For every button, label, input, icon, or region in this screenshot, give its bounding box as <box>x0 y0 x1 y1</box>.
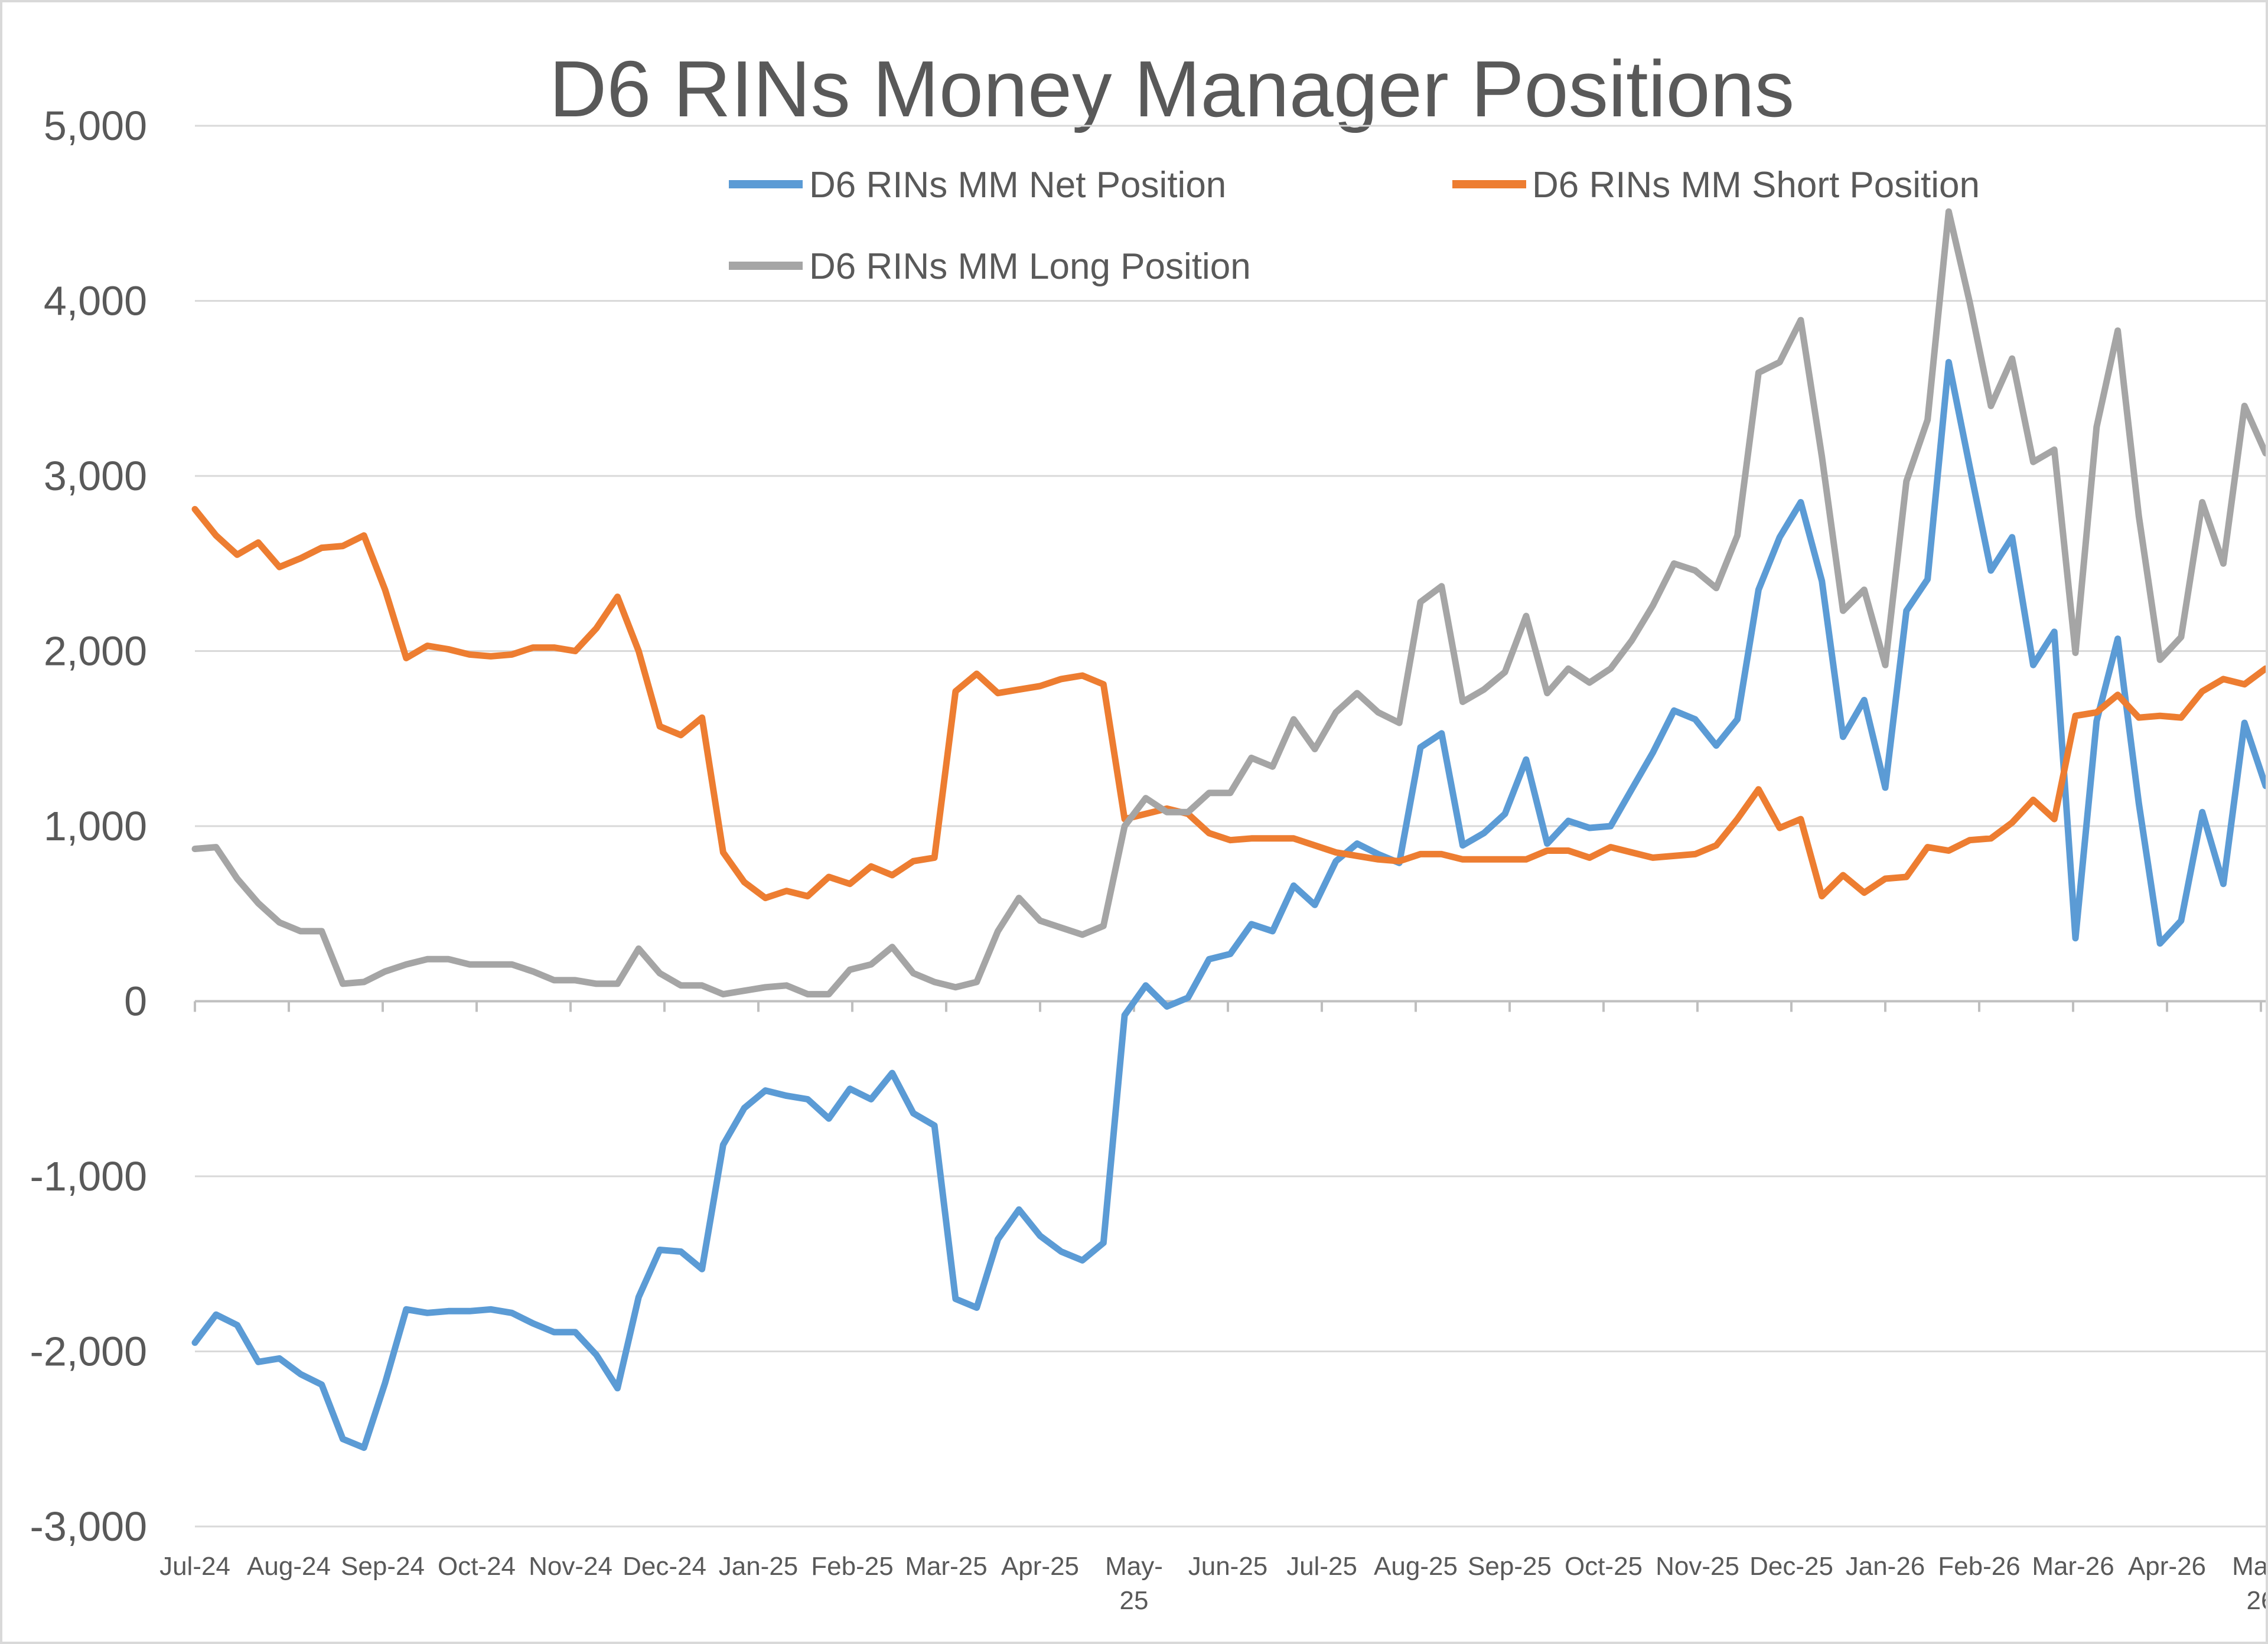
legend-label-short: D6 RINs MM Short Position <box>1532 165 1980 206</box>
y-tick-label: 3,000 <box>44 453 147 499</box>
x-tick-label: Nov-24 <box>529 1552 612 1581</box>
x-tick-label: Jul-24 <box>159 1552 230 1581</box>
y-tick-label: 0 <box>124 978 147 1025</box>
x-tick-label: May-25 <box>1105 1552 1163 1615</box>
y-tick-label: -2,000 <box>30 1329 147 1375</box>
x-tick-label: Mar-26 <box>2032 1552 2114 1581</box>
legend-label-net: D6 RINs MM Net Position <box>809 165 1226 206</box>
x-tick-label: Apr-26 <box>2128 1552 2206 1581</box>
x-tick-label: Feb-25 <box>811 1552 893 1581</box>
x-tick-label: Apr-25 <box>1001 1552 1079 1581</box>
x-tick-label: Mar-25 <box>905 1552 987 1581</box>
x-tick-label: Jul-25 <box>1286 1552 1357 1581</box>
x-tick-label: May-26 <box>2232 1552 2266 1615</box>
y-tick-label: -3,000 <box>30 1503 147 1550</box>
y-tick-label: 5,000 <box>44 103 147 149</box>
chart-title: D6 RINs Money Manager Positions <box>549 44 1794 133</box>
x-tick-label: Dec-25 <box>1749 1552 1833 1581</box>
x-tick-label: Nov-25 <box>1656 1552 1739 1581</box>
legend-label-long: D6 RINs MM Long Position <box>809 246 1251 287</box>
x-tick-label: Sep-25 <box>1468 1552 1552 1581</box>
x-tick-label: Sep-24 <box>341 1552 425 1581</box>
y-tick-label: 1,000 <box>44 803 147 849</box>
x-tick-label: Feb-26 <box>1938 1552 2020 1581</box>
x-tick-label: Oct-24 <box>438 1552 516 1581</box>
y-axis-ticks: 5,000 4,000 3,000 2,000 1,000 0 -1,000 -2,000 -3… <box>30 103 147 1550</box>
legend-item-short: D6 RINs MM Short Position <box>1452 165 1980 206</box>
series-line-short <box>191 505 2266 902</box>
legend-item-net: D6 RINs MM Net Position <box>729 165 1226 206</box>
x-axis: Jul-24 Aug-24 Sep-24 Oct-24 Nov-24 Dec-24 Jan-… <box>159 1000 2266 1615</box>
x-tick-label: Jan-25 <box>719 1552 799 1581</box>
legend: D6 RINs MM Net Position D6 RINs MM Short… <box>729 165 1980 287</box>
x-tick-label: Aug-24 <box>247 1552 331 1581</box>
x-tick-label: Aug-25 <box>1374 1552 1458 1581</box>
gridlines <box>195 125 2266 1528</box>
x-tick-label: Jan-26 <box>1846 1552 1925 1581</box>
series-line-net <box>191 358 2266 1451</box>
y-tick-label: -1,000 <box>30 1153 147 1199</box>
x-tick-label: Dec-24 <box>623 1552 706 1581</box>
x-tick-label: Oct-25 <box>1565 1552 1643 1581</box>
y-tick-label: 4,000 <box>44 278 147 324</box>
series-lines <box>191 208 2266 1451</box>
x-tick-label: Jun-25 <box>1188 1552 1268 1581</box>
y-tick-label: 2,000 <box>44 628 147 674</box>
legend-item-long: D6 RINs MM Long Position <box>729 246 1251 287</box>
series-line-long <box>191 208 2266 998</box>
